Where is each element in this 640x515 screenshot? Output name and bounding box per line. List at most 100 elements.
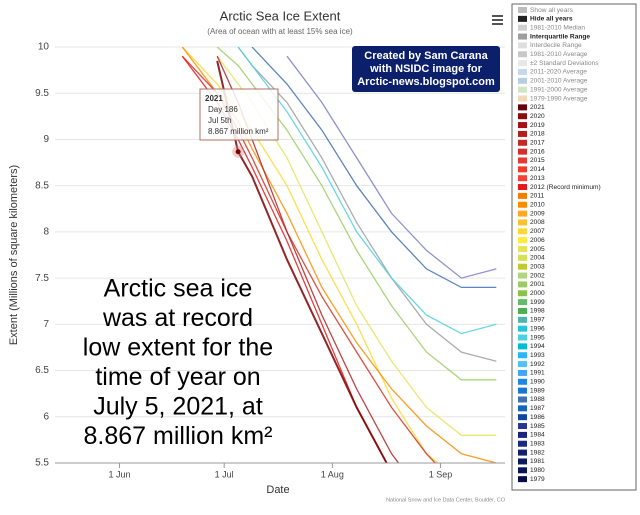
legend-swatch (518, 60, 527, 67)
series-line (237, 47, 497, 335)
legend-label: 1990 (530, 379, 545, 386)
tooltip-box (199, 88, 279, 141)
x-tick-label: 1 Jul (215, 469, 234, 479)
legend-label: 2013 (530, 175, 545, 182)
legend-swatch (518, 184, 527, 191)
legend-label: Interdecile Range (530, 42, 582, 49)
overlay: 2021 Day 186 Jul 5th 8.867 million km² Creat… (83, 46, 500, 450)
legend-label: 2005 (530, 246, 545, 253)
legend-swatch (518, 352, 527, 359)
y-tick-label: 6 (43, 411, 49, 422)
legend-swatch (518, 130, 527, 137)
annotation-text: 8.867 million km² (84, 422, 273, 450)
annotation-text: Arctic sea ice (104, 275, 253, 303)
legend-label: 1985 (530, 423, 545, 430)
legend-label: Interquartile Range (530, 33, 590, 40)
legend-label: 1979-1990 Average (530, 95, 588, 102)
legend-label: 2003 (530, 263, 545, 270)
tooltip-text: 8.867 million km² (208, 127, 269, 136)
legend-label: 2009 (530, 210, 545, 217)
legend-swatch (518, 157, 527, 164)
legend-label: Hide all years (530, 16, 573, 23)
menu-bar (492, 19, 503, 21)
legend-swatch (518, 299, 527, 306)
legend-swatch (518, 166, 527, 173)
legend-label: 2001-2010 Average (530, 78, 588, 85)
legend-swatch (518, 122, 527, 129)
legend-swatch (518, 431, 527, 438)
legend-label: 1996 (530, 325, 545, 332)
y-tick-label: 7 (43, 319, 49, 330)
annotation-text: was at record (102, 304, 253, 332)
legend-swatch (518, 458, 527, 465)
legend-swatch (518, 95, 527, 102)
y-tick-label: 8 (43, 227, 49, 238)
legend-label: 1983 (530, 440, 545, 447)
legend-label: 1980 (530, 467, 545, 474)
chart-subtitle: (Area of ocean with at least 15% sea ice… (207, 27, 353, 36)
tooltip-text: Jul 5th (208, 116, 232, 125)
legend-label: 1994 (530, 343, 545, 350)
highlight-point (235, 149, 241, 155)
series-line (237, 47, 497, 362)
menu-bar (492, 15, 503, 17)
legend-label: 2017 (530, 140, 545, 147)
legend-swatch (518, 24, 527, 31)
annotation-text: July 5, 2021, at (93, 393, 263, 421)
legend-swatch (518, 7, 527, 13)
legend-label: 1989 (530, 387, 545, 394)
x-tick-label: 1 Jun (109, 469, 131, 479)
legend-swatch (518, 219, 527, 226)
legend-label: 1999 (530, 299, 545, 306)
legend-swatch (518, 307, 527, 314)
legend-swatch (518, 334, 527, 341)
legend-swatch (518, 325, 527, 332)
series-line (286, 55, 497, 279)
legend-label: 1997 (530, 317, 545, 324)
series-line (216, 47, 497, 381)
legend-label: 1981 (530, 458, 545, 465)
y-tick-label: 8.5 (35, 180, 49, 191)
legend-label: 1988 (530, 396, 545, 403)
legend-swatch (518, 290, 527, 297)
legend-swatch (518, 104, 527, 111)
legend-label: ±2 Standard Deviations (530, 60, 599, 67)
legend-label: 1981-2010 Average (530, 51, 588, 58)
legend-swatch (518, 378, 527, 385)
y-tick-label: 7.5 (35, 273, 49, 284)
series-line (251, 47, 497, 289)
legend-swatch (518, 449, 527, 456)
legend-label: 2002 (530, 272, 545, 279)
annotation-text: time of year on (95, 363, 260, 391)
tooltip-text: Day 186 (208, 105, 238, 114)
menu-icon[interactable] (492, 15, 503, 25)
legend-swatch (518, 210, 527, 217)
legend-label: 2008 (530, 219, 545, 226)
legend-label: 2016 (530, 148, 545, 155)
legend-label: 2007 (530, 228, 545, 235)
x-axis-label: Date (266, 484, 289, 496)
legend-label: 1979 (530, 476, 545, 483)
legend-label: 2019 (530, 122, 545, 129)
tooltip-text: 2021 (205, 94, 223, 103)
legend-swatch (518, 263, 527, 270)
legend-label: 1991 (530, 370, 545, 377)
legend-swatch (518, 343, 527, 350)
legend-label: 2006 (530, 237, 545, 244)
x-tick-label: 1 Sep (429, 469, 453, 479)
credit-box-text: Arctic-news.blogspot.com (357, 76, 495, 88)
legend-label: 2015 (530, 157, 545, 164)
legend-swatch (518, 86, 527, 93)
legend-label: 2012 (Record minimum) (530, 184, 601, 191)
legend-label: 2010 (530, 201, 545, 208)
legend-swatch (518, 414, 527, 421)
legend-label: 2020 (530, 113, 545, 120)
legend-label: 1995 (530, 334, 545, 341)
legend-swatch (518, 246, 527, 252)
legend-swatch (518, 51, 527, 58)
legend-label: 1981-2010 Median (530, 24, 585, 31)
legend-swatch (518, 467, 527, 474)
